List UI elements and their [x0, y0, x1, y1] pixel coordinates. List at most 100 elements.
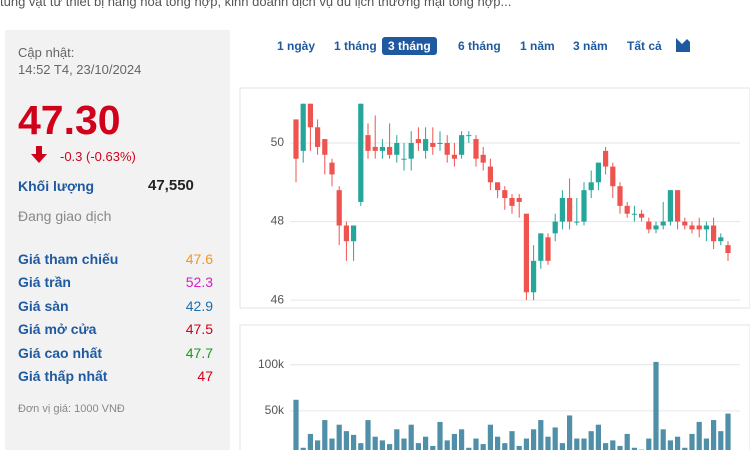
volume-bar [336, 424, 342, 450]
range-button[interactable]: 1 tháng [334, 39, 377, 53]
stat-label: Giá mở cửa [18, 321, 97, 338]
y-tick-label: 100k [258, 357, 285, 371]
stat-label: Giá tham chiếu [18, 251, 119, 267]
candle-body [624, 205, 630, 214]
range-button[interactable]: 1 ngày [277, 39, 316, 53]
volume-bar [588, 431, 594, 450]
candle-body [408, 143, 414, 159]
candle-body [725, 245, 731, 253]
volume-bar [394, 429, 400, 450]
volume-bar [423, 436, 429, 450]
candle-body [552, 221, 558, 234]
candle-body [387, 146, 393, 155]
candle-body [430, 143, 436, 147]
candle-body [293, 119, 299, 159]
candle-body [329, 162, 335, 175]
candle-body [581, 190, 587, 222]
update-label: Cập nhật: [18, 45, 75, 60]
candle-body [610, 166, 616, 187]
candle-body [639, 213, 645, 218]
candle-body [401, 158, 407, 160]
range-button[interactable]: Tất cả [627, 39, 662, 53]
volume-bar [523, 438, 529, 450]
range-button[interactable]: 6 tháng [458, 39, 501, 53]
candle-body [487, 166, 493, 183]
stat-value: 47 [197, 368, 213, 384]
stat-value: 42.9 [185, 297, 213, 314]
candle-body [394, 143, 400, 155]
volume-bar [552, 427, 558, 450]
candle-body [538, 233, 544, 261]
volume-bar [365, 420, 371, 450]
candle-body [336, 190, 342, 226]
candle-body [372, 146, 378, 151]
candle-body [358, 103, 364, 202]
candle-body [667, 190, 673, 222]
volume-bar [617, 445, 623, 450]
candle-body [315, 127, 321, 147]
volume-bar [459, 429, 465, 450]
volume-bar [610, 440, 616, 450]
volume-bar [624, 433, 630, 450]
candle-body [523, 213, 529, 293]
candle-body [531, 260, 537, 293]
candle-body [480, 154, 486, 163]
quote-panel [5, 30, 230, 450]
volume-bar [660, 429, 666, 450]
price-panel [239, 87, 750, 309]
volume-bar [502, 443, 508, 450]
candle-body [307, 103, 313, 128]
volume-value: 47,550 [148, 177, 194, 194]
volume-bar [711, 420, 717, 450]
candle-body [437, 143, 443, 144]
volume-bar [473, 438, 479, 450]
down-arrow [31, 146, 47, 163]
volume-bar [696, 421, 702, 450]
y-tick-label: 50k [265, 403, 285, 417]
stat-label: Giá trần [18, 274, 71, 291]
stat-label: Giá sàn [18, 297, 69, 314]
volume-bar [595, 424, 601, 450]
candle-body [351, 225, 357, 242]
candle-body [617, 186, 623, 206]
candle-body [444, 143, 450, 155]
range-button[interactable]: 1 năm [520, 39, 555, 53]
volume-bar [495, 436, 501, 450]
y-tick-label: 50 [271, 135, 285, 149]
volume-bar [315, 440, 321, 450]
price-change: -0.3 (-0.63%) [60, 149, 136, 164]
volume-bar [451, 433, 457, 450]
header-text: tùng vật tư thiết bị hàng hóa tổng hợp, … [0, 0, 512, 9]
volume-bar [559, 443, 565, 450]
volume-bar [574, 438, 580, 450]
range-button[interactable]: 3 tháng [382, 37, 437, 55]
status: Đang giao dịch [18, 208, 112, 224]
volume-bar [718, 431, 724, 450]
volume-bar [358, 443, 364, 450]
volume-bar [603, 443, 609, 450]
candle-body [502, 190, 508, 198]
candle-body [660, 221, 666, 226]
chart-icon [676, 38, 690, 52]
volume-bar [387, 444, 393, 450]
candle-body [509, 198, 515, 206]
volume-bar [646, 438, 652, 450]
candle-body [495, 182, 501, 191]
candle-body [718, 237, 724, 242]
volume-bar [415, 443, 421, 450]
volume-bar [343, 431, 349, 450]
range-button[interactable]: 3 năm [573, 39, 608, 53]
candle-body [459, 135, 465, 155]
volume-bar [322, 420, 328, 450]
candle-body [646, 221, 652, 230]
candle-body [711, 225, 717, 242]
candle-body [689, 225, 695, 230]
volume-bar [509, 431, 515, 450]
candle-body [603, 150, 609, 167]
volume-bar [703, 438, 709, 450]
volume-bar [329, 438, 335, 450]
unit-note: Đơn vị giá: 1000 VNĐ [18, 403, 125, 415]
volume-bar [351, 434, 357, 450]
update-time: 14:52 T4, 23/10/2024 [18, 62, 142, 77]
volume-bar [480, 444, 486, 450]
